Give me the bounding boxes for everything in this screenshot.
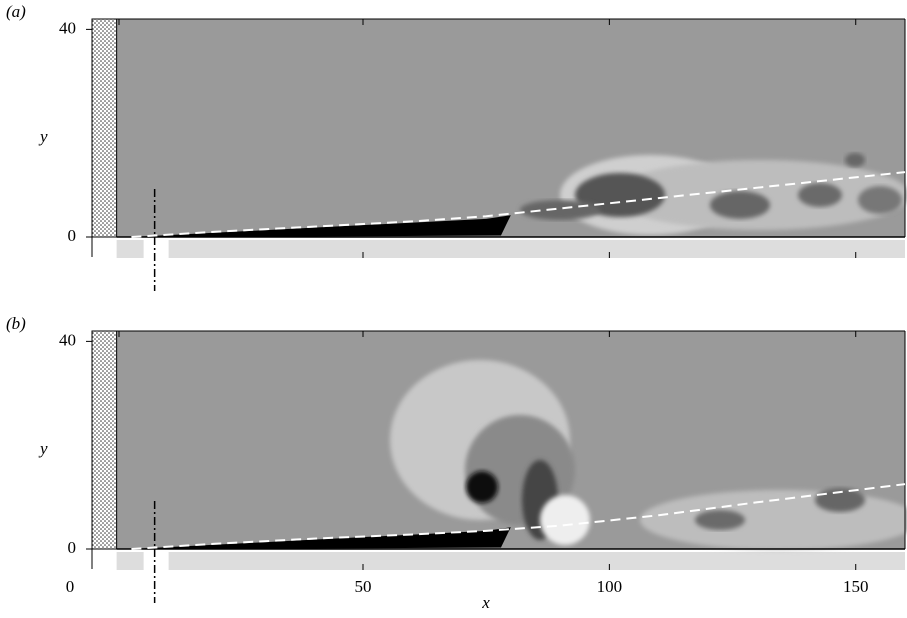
panel-b-field-decoration (390, 360, 907, 550)
boundary-layer (131, 527, 511, 549)
y-tick-label: 0 (68, 538, 77, 557)
inflow-region (91, 330, 118, 550)
wall-strip (168, 552, 906, 570)
x-tick-label: 100 (597, 577, 623, 596)
edge-line (131, 483, 906, 550)
panel-label: (b) (6, 314, 26, 333)
x-axis-label: x (481, 593, 490, 612)
y-axis-label: y (38, 439, 48, 458)
wall-strip (168, 240, 906, 258)
y-tick-label: 40 (59, 18, 76, 37)
x-tick-label: 50 (355, 577, 372, 596)
y-tick-label: 0 (68, 226, 77, 245)
x-tick-label: 150 (843, 577, 869, 596)
wall-strip (116, 552, 144, 570)
panel-a-field-decoration (520, 153, 907, 235)
edge-line (131, 171, 906, 238)
y-axis-label: y (38, 127, 48, 146)
panel-label: (a) (6, 2, 26, 21)
panel: 0 40 (a) y (6, 2, 907, 291)
inflow-region (91, 18, 118, 238)
y-tick-label: 40 (59, 330, 76, 349)
boundary-layer (131, 215, 511, 237)
wall-strip (116, 240, 144, 258)
x-origin-label: 0 (66, 577, 75, 596)
panel: 0 40 (b) y 50 100 150 0 x (6, 314, 907, 612)
